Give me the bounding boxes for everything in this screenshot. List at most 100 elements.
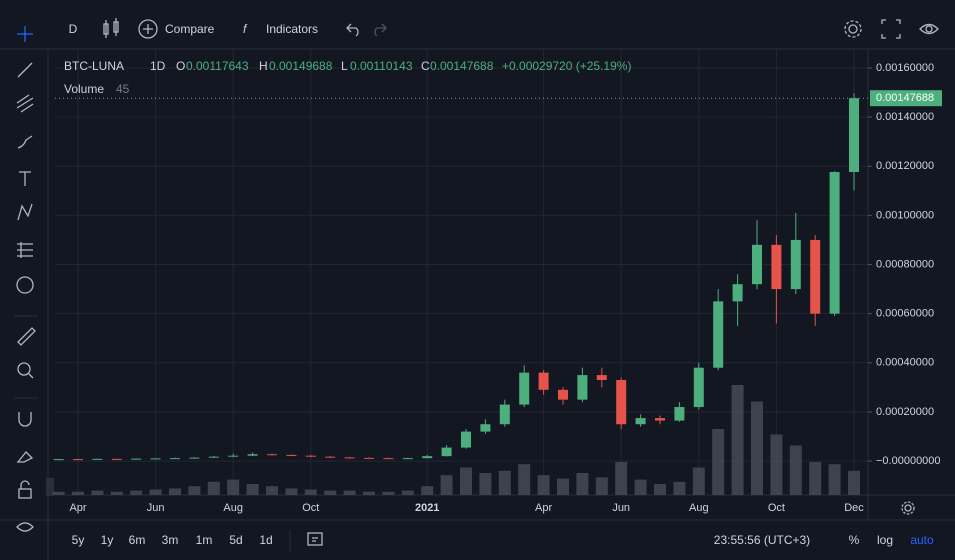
candle-body <box>131 458 142 460</box>
candle-body <box>208 456 219 458</box>
fx-icon[interactable]: f <box>243 22 248 36</box>
x-tick-label: Oct <box>302 502 319 514</box>
candle-body <box>790 239 801 290</box>
last-price-label: 0.00147688 <box>876 92 934 104</box>
volume-bar <box>576 473 589 495</box>
volume-bar <box>537 475 550 495</box>
y-tick-label: 0.00060000 <box>876 308 934 320</box>
candle-body <box>92 458 103 460</box>
axes: −0.00000000 0.00020000 0.00040000 0.0006000… <box>55 62 942 514</box>
y-tick-label: 0.00080000 <box>876 258 934 270</box>
drawing-tools[interactable] <box>16 26 36 532</box>
volume-bar <box>188 486 201 495</box>
candles <box>53 93 859 461</box>
volume-label: Volume <box>64 82 104 96</box>
range-button[interactable]: 1m <box>196 533 213 547</box>
range-button[interactable]: 6m <box>129 533 146 547</box>
range-button[interactable]: 1y <box>101 533 114 547</box>
candle-body <box>228 455 239 457</box>
volume-bar <box>751 401 763 495</box>
volume-bar <box>498 470 511 495</box>
snapshot-icon[interactable] <box>919 23 939 35</box>
candle-body <box>267 454 277 456</box>
x-tick-label: Oct <box>768 502 785 514</box>
volume-bar <box>266 486 278 495</box>
candle-body <box>53 459 64 461</box>
candle-body <box>247 454 258 456</box>
low-value: 0.00110143 <box>350 59 413 73</box>
candle-body <box>344 457 355 459</box>
candle-body <box>402 458 413 460</box>
volume-bar <box>518 464 531 495</box>
indicators-button[interactable]: Indicators <box>266 22 318 36</box>
volume-bar <box>654 484 666 495</box>
volume-bar <box>460 467 472 495</box>
volume-bar <box>692 467 705 495</box>
y-tick-label: 0.00040000 <box>876 357 934 369</box>
x-tick-label: Jun <box>147 502 165 514</box>
resolution: 1D <box>150 59 166 73</box>
x-tick-label: Dec <box>844 502 864 514</box>
range-button[interactable]: 3m <box>162 533 179 547</box>
scale-settings-icon[interactable] <box>901 501 915 515</box>
range-button[interactable]: 5d <box>229 533 242 547</box>
fullscreen-icon[interactable] <box>881 19 901 39</box>
auto-toggle[interactable]: auto <box>910 533 934 547</box>
percent-toggle[interactable]: % <box>849 533 860 547</box>
volume-bar <box>828 464 841 495</box>
volume-bar <box>557 478 569 495</box>
range-buttons: 5y 1y 6m 3m 1m 5d 1d <box>72 533 273 547</box>
volume-bar <box>401 490 414 495</box>
interval-button[interactable]: D <box>69 22 78 36</box>
volume-bar <box>634 479 647 495</box>
candle-body <box>441 447 452 457</box>
candle-body <box>810 239 821 314</box>
volume-bar <box>304 489 317 495</box>
close-value: 0.00147688 <box>430 59 494 73</box>
y-tick-label: 0.00100000 <box>876 209 934 221</box>
collapse-button[interactable] <box>46 478 54 496</box>
y-tick-label: 0.00020000 <box>876 406 934 418</box>
candle-body <box>461 431 471 448</box>
candle-body <box>732 284 743 302</box>
redo-icon[interactable] <box>374 23 387 37</box>
candle-body <box>538 372 549 390</box>
clock: 23:55:56 (UTC+3) <box>714 533 810 547</box>
compare-icon[interactable] <box>138 19 158 39</box>
volume-bar <box>615 462 628 495</box>
volume-bar <box>343 490 356 495</box>
volume-bar <box>324 490 337 495</box>
volume-bar <box>149 489 162 495</box>
log-toggle[interactable]: log <box>877 533 893 547</box>
open-value: 0.00117643 <box>186 59 249 73</box>
compare-button[interactable]: Compare <box>165 22 215 36</box>
candle-body <box>111 458 122 460</box>
range-button[interactable]: 1d <box>259 533 272 547</box>
x-tick-label: Jun <box>612 502 630 514</box>
y-tick-label: 0.00120000 <box>876 160 934 172</box>
volume-bar <box>227 479 240 495</box>
settings-icon[interactable] <box>844 20 862 38</box>
candles-icon[interactable] <box>103 18 119 38</box>
volume-bar <box>52 491 65 495</box>
candle-body <box>596 375 607 381</box>
high-value: 0.00149688 <box>269 59 333 73</box>
candle-body <box>558 389 568 400</box>
y-tick-label: 0.00140000 <box>876 111 934 123</box>
volume-bar <box>479 473 492 495</box>
range-button[interactable]: 5y <box>72 533 85 547</box>
volume-bar <box>382 491 395 495</box>
candle-body <box>771 244 782 290</box>
candle-body <box>519 372 530 405</box>
candle-body <box>829 172 840 314</box>
goto-date-icon[interactable] <box>307 532 323 546</box>
undo-icon[interactable] <box>346 23 359 37</box>
candle-body <box>713 301 724 368</box>
candle-body <box>364 457 374 459</box>
volume-bar <box>440 475 453 495</box>
volume-bar <box>130 490 143 495</box>
change: +0.00029720 (+25.19%) <box>502 59 631 73</box>
y-tick-label: 0.00160000 <box>876 62 934 74</box>
